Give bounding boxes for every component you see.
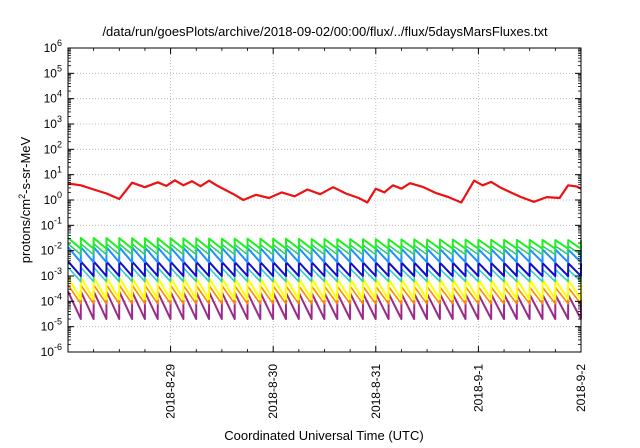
x-tick-label: 2018-9-2 [574,364,588,412]
y-tick-exponent: -2 [54,241,62,251]
y-tick-label: 104 [44,89,62,106]
y-tick-label: 106 [44,38,62,55]
x-axis-ticks: 2018-8-29 2018-8-30 2018-8-31 2018-9-1 2018-… [93,48,588,419]
y-tick-base: 10 [41,244,55,258]
y-tick-exponent: 5 [57,63,62,73]
series-layer [67,179,582,320]
series-line-1 [67,179,582,204]
y-tick-label: 103 [44,114,62,131]
y-tick-exponent: 3 [57,114,62,124]
y-tick-base: 10 [41,294,55,308]
y-tick-exponent: 6 [57,38,62,48]
y-axis-label: protons/cm2-s-sr-MeV [17,136,33,263]
y-tick-base: 10 [44,41,58,55]
y-tick-exponent: -4 [54,291,62,301]
x-tick-label: 2018-9-1 [471,364,485,412]
y-axis-ticks: 10-610-510-410-310-210-11001011021031041… [41,38,581,359]
y-tick-base: 10 [41,218,55,232]
y-tick-base: 10 [44,168,58,182]
series-line-2 [67,236,582,250]
y-tick-base: 10 [44,92,58,106]
y-tick-label: 10-3 [41,266,62,283]
chart-title: /data/run/goesPlots/archive/2018-09-02/0… [102,24,548,39]
y-tick-base: 10 [44,142,58,156]
y-tick-label: 101 [44,165,62,182]
y-tick-base: 10 [44,193,58,207]
y-tick-exponent: 0 [57,190,62,200]
y-label-superscript: 2 [17,194,27,199]
y-tick-label: 10-2 [41,241,62,258]
y-tick-base: 10 [41,269,55,283]
y-tick-exponent: 4 [57,89,62,99]
y-tick-base: 10 [44,66,58,80]
y-tick-base: 10 [41,320,55,334]
y-tick-label: 10-1 [41,215,62,232]
y-label-part-1: protons/cm [18,199,33,263]
y-tick-exponent: -5 [54,317,62,327]
y-tick-label: 100 [44,190,62,207]
y-tick-exponent: -6 [54,342,62,352]
y-tick-exponent: 1 [57,165,62,175]
x-tick-label: 2018-8-29 [164,364,178,419]
x-tick-label: 2018-8-30 [266,364,280,419]
y-tick-exponent: -1 [54,215,62,225]
y-tick-base: 10 [41,345,55,359]
y-tick-exponent: 2 [57,139,62,149]
x-tick-label: 2018-8-31 [369,364,383,419]
y-tick-base: 10 [44,117,58,131]
y-tick-label: 10-5 [41,317,62,334]
y-tick-label: 10-6 [41,342,62,359]
y-tick-exponent: -3 [54,266,62,276]
x-axis-label: Coordinated Universal Time (UTC) [224,428,423,443]
y-label-part-2: -s-sr-MeV [18,136,33,193]
y-tick-label: 10-4 [41,291,62,308]
series-line-5 [67,260,582,277]
y-tick-label: 102 [44,139,62,156]
y-tick-label: 105 [44,63,62,80]
